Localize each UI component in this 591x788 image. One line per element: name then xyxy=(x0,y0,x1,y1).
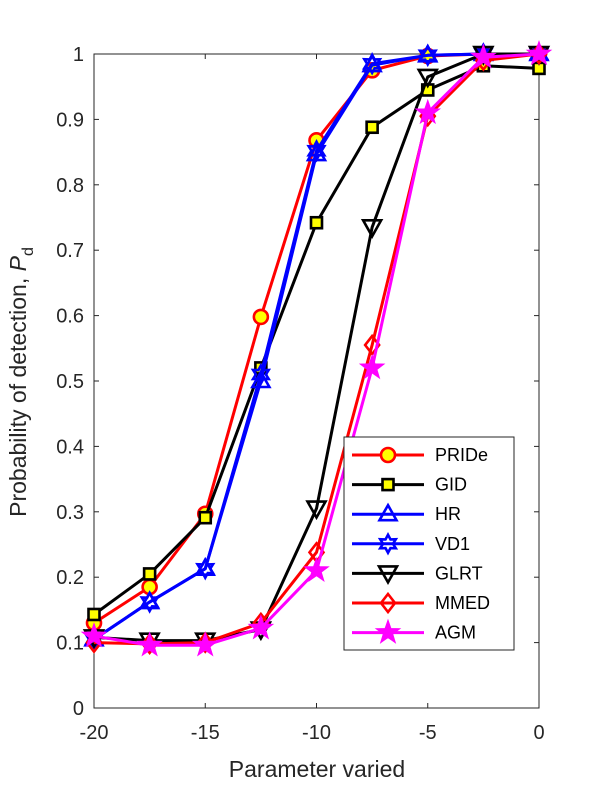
y-tick-label: 0.9 xyxy=(56,109,84,131)
data-point-glrt xyxy=(360,219,384,239)
data-point-vd1 xyxy=(195,556,216,581)
legend-label: HR xyxy=(435,504,461,524)
data-point-glrt xyxy=(416,68,439,89)
data-point-agm xyxy=(136,631,163,657)
y-tick-label: 0.7 xyxy=(56,240,84,262)
y-axis: 0 0.1 0.2 0.3 0.4 0.5 0.6 0.7 0.8 0.9 1 xyxy=(56,44,539,720)
legend-entry-agm: AGM xyxy=(352,618,476,644)
x-tick-label: -15 xyxy=(191,722,220,744)
series-agm xyxy=(80,40,553,657)
data-point-agm xyxy=(303,556,330,582)
data-point-vd1 xyxy=(250,362,272,387)
legend-label: PRIDe xyxy=(435,445,488,465)
legend-label: VD1 xyxy=(435,534,470,554)
legend-marker xyxy=(377,532,399,556)
y-axis-label: Probability of detection, Pd xyxy=(5,247,37,517)
data-point-agm xyxy=(414,98,442,125)
y-axis-label-text: Probability of detection, xyxy=(5,271,31,516)
y-tick-label: 0 xyxy=(73,698,84,720)
y-tick-label: 0.8 xyxy=(56,175,84,197)
x-axis-label: Parameter varied xyxy=(229,756,405,782)
data-point-mmed xyxy=(196,631,214,654)
legend: PRIDe GID HR VD1 GLRT MMED AGM xyxy=(343,436,515,651)
series-layer xyxy=(80,40,553,657)
data-point-gid xyxy=(142,567,157,581)
y-tick-label: 0.6 xyxy=(56,306,84,328)
y-axis-label-subscript: d xyxy=(20,247,37,256)
data-point-glrt xyxy=(305,500,328,521)
data-point-hr xyxy=(194,557,216,576)
data-point-vd1 xyxy=(306,139,327,163)
x-tick-label: -5 xyxy=(419,722,437,744)
legend-marker xyxy=(381,477,395,492)
legend-entry-glrt: GLRT xyxy=(352,563,483,586)
y-tick-label: 0.5 xyxy=(56,371,84,393)
series-vd1 xyxy=(83,42,550,652)
data-point-gid xyxy=(87,607,101,622)
data-point-agm xyxy=(470,43,497,69)
legend-marker xyxy=(379,446,397,464)
series-line-glrt xyxy=(93,52,539,643)
data-point-gid xyxy=(365,120,379,135)
data-point-vd1 xyxy=(361,52,383,76)
x-tick-label: 0 xyxy=(533,722,544,744)
data-point-agm xyxy=(80,622,108,648)
data-point-agm xyxy=(191,631,219,657)
x-tick-label: -10 xyxy=(302,722,331,744)
legend-marker xyxy=(376,565,400,586)
data-point-gid xyxy=(309,215,324,230)
data-point-agm xyxy=(358,353,386,380)
y-tick-label: 0.4 xyxy=(56,436,84,458)
legend-label: MMED xyxy=(435,593,490,613)
y-tick-label: 0.3 xyxy=(56,502,84,524)
legend-entry-hr: HR xyxy=(352,502,461,524)
data-point-gid xyxy=(198,510,213,525)
data-point-vd1 xyxy=(139,590,160,614)
y-axis-label-symbol: P xyxy=(5,255,31,271)
legend-label: GID xyxy=(435,475,467,495)
data-point-pride xyxy=(252,308,270,326)
data-point-agm xyxy=(247,614,275,640)
legend-marker xyxy=(377,502,399,522)
legend-entry-vd1: VD1 xyxy=(352,532,470,556)
y-tick-label: 0.2 xyxy=(56,567,84,589)
x-tick-label: -20 xyxy=(80,722,109,744)
legend-marker xyxy=(374,618,402,644)
legend-label: AGM xyxy=(435,623,476,643)
x-axis: -20 -15 -10 -5 0 xyxy=(80,54,545,744)
series-line-vd1 xyxy=(93,52,539,641)
data-point-vd1 xyxy=(417,43,438,68)
legend-marker xyxy=(379,591,397,615)
legend-entry-gid: GID xyxy=(352,475,467,495)
series-line-mmed xyxy=(93,52,540,646)
legend-entry-mmed: MMED xyxy=(352,591,490,615)
legend-label: GLRT xyxy=(435,563,483,583)
y-tick-label: 0.1 xyxy=(56,633,84,655)
data-point-agm xyxy=(525,40,553,66)
y-tick-label: 1 xyxy=(73,44,84,66)
legend-entry-pride: PRIDe xyxy=(352,445,488,465)
